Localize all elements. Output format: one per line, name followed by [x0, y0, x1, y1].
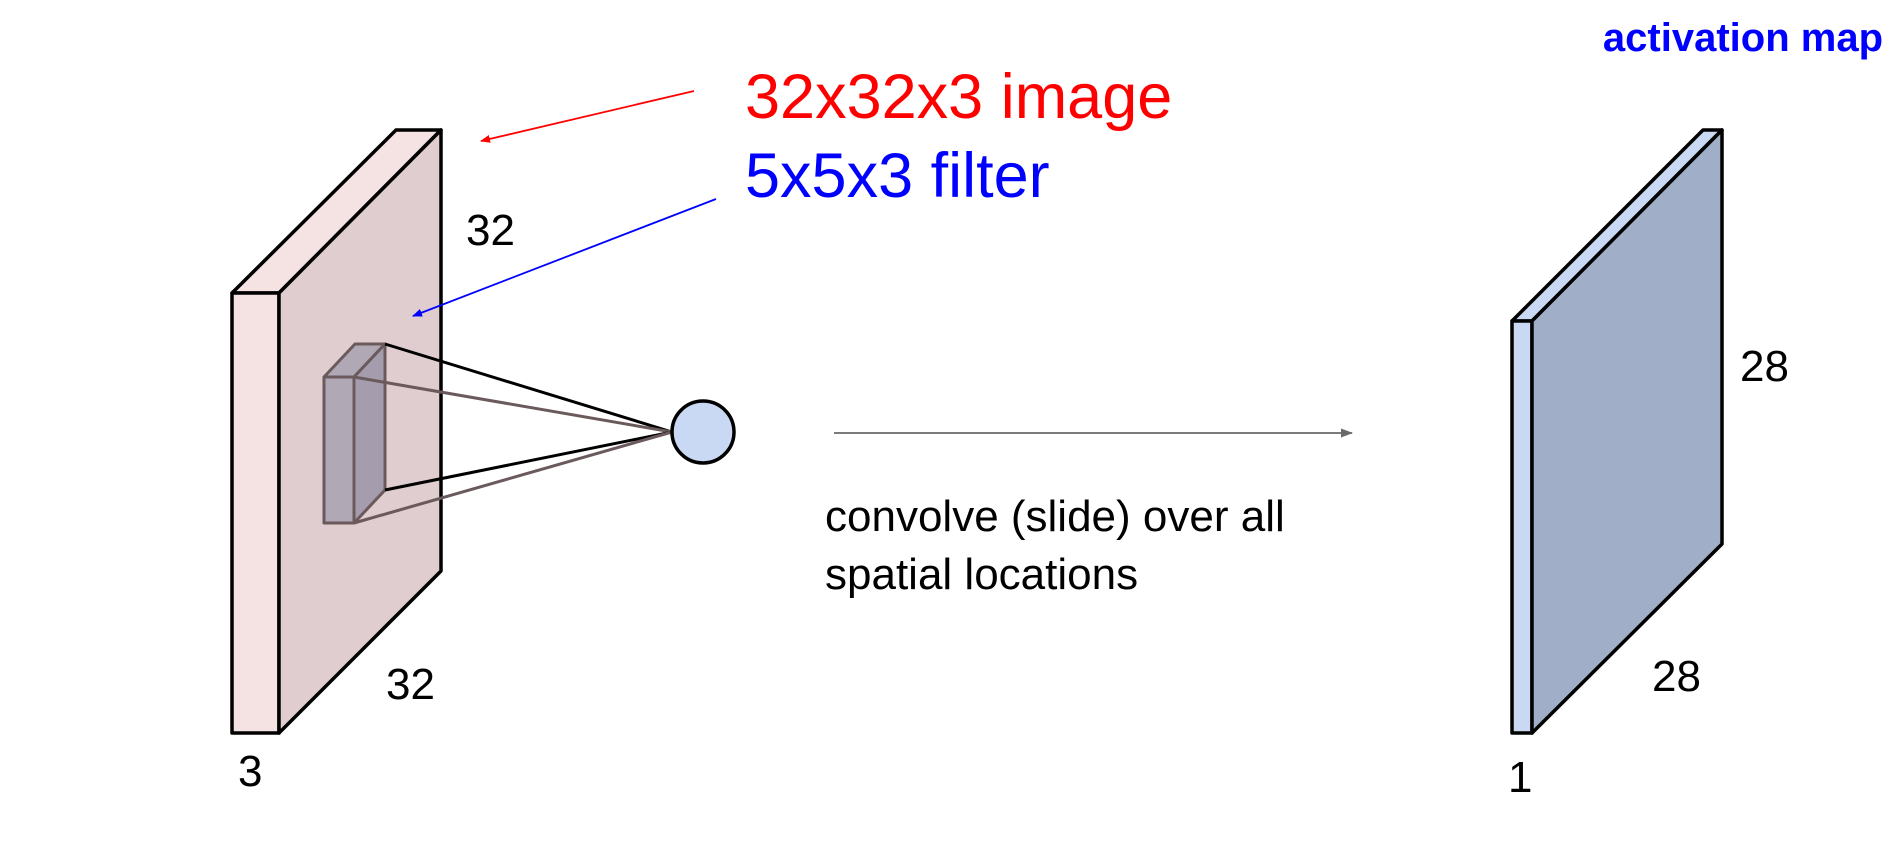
filter-side-face [352, 342, 387, 525]
output-width-label: 28 [1652, 652, 1701, 701]
filter-pointer-arrow [412, 198, 717, 317]
image-pointer-arrow [480, 90, 695, 143]
convolve-text-line2: spatial locations [825, 550, 1138, 599]
filter-volume [322, 342, 387, 525]
filter-caption: 5x5x3 filter [745, 141, 1050, 211]
input-height-label: 32 [466, 206, 515, 255]
projection-line [353, 375, 673, 434]
projection-line [353, 430, 673, 525]
input-volume-side-face [230, 291, 281, 735]
projection-line [384, 342, 673, 434]
activation-map-label: activation map [1603, 16, 1883, 60]
input-depth-label: 3 [238, 747, 262, 796]
activation-map-side-face [1510, 319, 1534, 735]
image-caption: 32x32x3 image [745, 62, 1172, 132]
activation-map-volume [1510, 128, 1724, 735]
activation-map-front-face [1530, 128, 1724, 735]
receptive-field-lines [353, 342, 673, 525]
output-depth-label: 1 [1508, 753, 1532, 802]
convolve-text-line1: convolve (slide) over all [825, 492, 1285, 541]
output-neuron [670, 399, 736, 465]
projection-line [384, 430, 673, 492]
filter-front-face [322, 375, 356, 525]
input-width-label: 32 [386, 660, 435, 709]
output-height-label: 28 [1740, 342, 1789, 391]
